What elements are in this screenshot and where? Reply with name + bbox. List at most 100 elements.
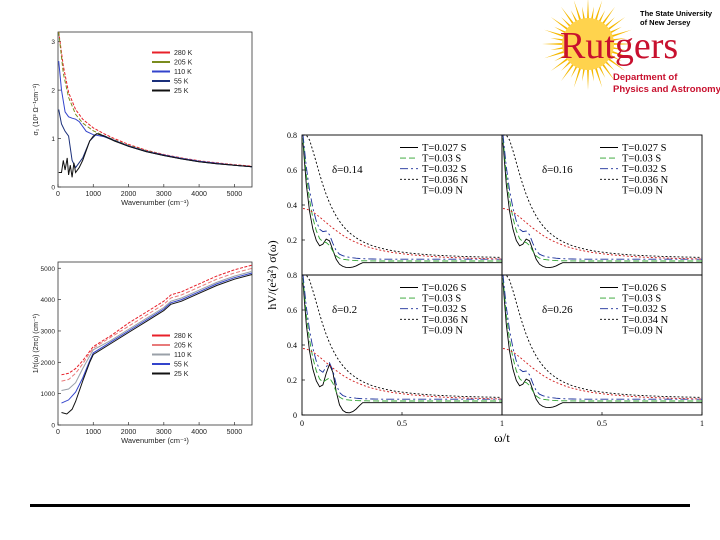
theory-x-tick-label: 0 — [300, 419, 304, 428]
theory-series-2 — [302, 278, 502, 402]
theory-legend-label: T=0.036 N — [422, 175, 469, 186]
x-tick-label: 2000 — [121, 191, 137, 198]
theory-y-tick-label: 0 — [293, 411, 297, 420]
series-line-55k — [61, 272, 253, 404]
sun-ray — [586, 65, 590, 90]
theory-series-3 — [302, 134, 502, 260]
series-line-110k — [58, 61, 253, 168]
legend-label: 280 K — [174, 50, 193, 57]
x-axis-label: Wavenumber (cm⁻¹) — [121, 436, 189, 445]
theory-legend-label: T=0.03 S — [422, 294, 461, 305]
y-tick-label: 2 — [51, 88, 55, 95]
theory-legend-label: T=0.034 N — [622, 315, 669, 326]
institution-line-2: of New Jersey — [640, 18, 691, 27]
theory-x-tick-label: 1 — [500, 419, 504, 428]
theory-y-tick-label: 0.6 — [287, 166, 297, 175]
sun-ray — [608, 49, 632, 59]
theory-legend-label: T=0.032 S — [422, 304, 467, 315]
y-tick-label: 1 — [51, 136, 55, 143]
x-tick-label: 4000 — [191, 191, 207, 198]
x-tick-label: 3000 — [156, 191, 172, 198]
delta-label: δ=0.16 — [542, 164, 573, 176]
sun-ray — [605, 56, 626, 72]
theory-series-4 — [503, 274, 703, 398]
theory-panel-3: δ=0.2 T=0.026 ST=0.03 ST=0.032 ST=0.036 N… — [287, 271, 504, 428]
panel-frame — [301, 274, 503, 416]
theory-conductivity-chart: δ=0.14T=0.027 ST=0.03 ST=0.032 ST=0.036 … — [265, 131, 704, 445]
y-tick-label: 4000 — [41, 297, 56, 304]
scattering-rate-chart: 0 1000 2000 3000 4000 5000 0 1000 2000 3000 4000 50… — [33, 261, 253, 445]
theory-series-5 — [302, 208, 503, 260]
theory-y-tick-label: 0.8 — [287, 271, 297, 280]
delta-label: δ=0.2 — [332, 304, 357, 316]
y-tick-label: 0 — [51, 423, 55, 430]
theory-legend-label: T=0.09 N — [622, 185, 663, 196]
series-line-25k — [58, 133, 253, 178]
legend-label: 55 K — [174, 79, 189, 86]
plot-frame — [57, 261, 253, 426]
theory-panel-4: δ=0.26 T=0.026 ST=0.03 ST=0.032 ST=0.034 … — [501, 274, 704, 428]
sun-ray — [573, 0, 583, 24]
theory-series-1 — [302, 142, 502, 269]
x-tick-label: 5000 — [227, 429, 243, 436]
theory-series-3 — [502, 274, 702, 400]
institution-line-1: The State University — [640, 9, 713, 18]
y-tick-label: 3000 — [41, 328, 56, 335]
theory-legend-label: T=0.032 S — [622, 164, 667, 175]
theory-panel-2: δ=0.16 T=0.027 ST=0.03 ST=0.032 ST=0.036 … — [501, 134, 703, 276]
series-line-25k — [61, 274, 253, 415]
theory-series-4 — [503, 134, 703, 258]
series-line-55k — [58, 109, 253, 169]
y-tick-label: 5000 — [41, 266, 56, 273]
theory-series-5 — [502, 348, 703, 400]
sun-ray — [600, 61, 616, 82]
theory-legend-label: T=0.027 S — [422, 143, 467, 154]
sun-ray — [608, 29, 632, 39]
legend-label: 110 K — [174, 69, 192, 76]
theory-series-2 — [502, 278, 702, 402]
x-tick-label: 5000 — [227, 191, 243, 198]
sun-ray — [586, 0, 590, 23]
theory-series-3 — [502, 134, 702, 260]
series-line-110k — [61, 270, 253, 391]
sun-disc — [562, 18, 614, 70]
delta-label: δ=0.14 — [332, 164, 363, 176]
rutgers-wordmark: Rutgers — [560, 25, 678, 67]
theory-y-tick-label: 0.2 — [287, 236, 297, 245]
sun-ray — [600, 6, 616, 27]
theory-series-1 — [302, 282, 502, 414]
x-axis-label: Wavenumber (cm⁻¹) — [121, 198, 189, 207]
y-tick-label: 0 — [51, 185, 55, 192]
sun-ray — [550, 56, 571, 72]
theory-y-tick-label: 0.6 — [287, 306, 297, 315]
theory-legend-label: T=0.03 S — [422, 154, 461, 165]
theory-series-1 — [502, 142, 702, 269]
theory-series-4 — [303, 274, 503, 398]
sun-ray — [605, 16, 626, 32]
panel-frame — [301, 134, 503, 276]
legend-label: 205 K — [174, 343, 193, 350]
theory-legend-label: T=0.032 S — [622, 304, 667, 315]
theory-legend-label: T=0.03 S — [622, 294, 661, 305]
plot-frame — [57, 31, 253, 188]
theory-x-tick-label: 0.5 — [397, 419, 407, 428]
y-axis-label: σ₁ (10³ Ω⁻¹cm⁻¹) — [33, 84, 40, 136]
delta-label: δ=0.26 — [542, 304, 573, 316]
x-tick-label: 4000 — [191, 429, 207, 436]
x-tick-label: 1000 — [85, 429, 101, 436]
theory-legend-label: T=0.026 S — [422, 283, 467, 294]
theory-legend-label: T=0.036 N — [622, 175, 669, 186]
panel-frame — [501, 134, 703, 276]
theory-series-1 — [502, 282, 702, 409]
series-line-205k — [61, 267, 253, 382]
bottom-divider — [30, 504, 690, 507]
sun-ray — [593, 64, 603, 88]
sun-emblem — [542, 0, 634, 90]
theory-y-tick-label: 0.8 — [287, 131, 297, 140]
theory-series-4 — [303, 134, 503, 258]
theory-y-tick-label: 0.2 — [287, 376, 297, 385]
theory-x-axis-label: ω/t — [494, 430, 510, 445]
panel-frame — [501, 274, 703, 416]
legend-label: 25 K — [174, 371, 189, 378]
